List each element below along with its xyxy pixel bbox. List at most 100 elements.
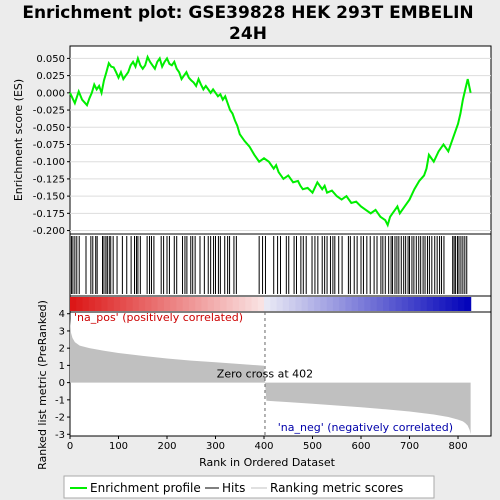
colorbar-segment [76, 297, 84, 311]
colorbar-segment [207, 297, 215, 311]
colorbar-segment [182, 297, 190, 311]
chart-title-line-2: 24H [229, 24, 267, 44]
colorbar-segment [433, 297, 440, 311]
hit-marks [70, 236, 468, 294]
colorbar-segment [345, 297, 353, 311]
colorbar-segment [270, 297, 278, 311]
colorbar-segment [170, 297, 178, 311]
x-axis-label: Rank in Ordered Dataset [199, 456, 336, 469]
colorbar-segment [82, 297, 90, 311]
es-y-tick-label: -0.050 [33, 123, 65, 134]
rank-colorbar [70, 297, 472, 311]
colorbar-segment [401, 297, 409, 311]
negative-correlation-label: 'na_neg' (negatively correlated) [278, 421, 453, 434]
colorbar-segment [357, 297, 365, 311]
colorbar-segment [408, 297, 415, 311]
colorbar-segment [195, 297, 203, 311]
colorbar-segment [439, 297, 447, 311]
es-y-tick-label: -0.200 [33, 226, 65, 237]
ranking-metric-fill [70, 318, 471, 435]
chart-title-line-1: Enrichment plot: GSE39828 HEK 293T EMBEL… [22, 3, 473, 23]
colorbar-segment [157, 297, 165, 311]
es-y-tick-label: -0.100 [33, 157, 65, 168]
colorbar-segment [107, 297, 115, 311]
colorbar-segment [145, 297, 152, 311]
colorbar-segment [382, 297, 390, 311]
colorbar-segment [138, 297, 146, 311]
colorbar-segment [370, 297, 378, 311]
colorbar-segment [464, 297, 472, 311]
colorbar-segment [213, 297, 221, 311]
es-grid [70, 57, 491, 232]
colorbar-segment [276, 297, 284, 311]
ranked-y-tick-label: 4 [59, 309, 65, 320]
es-panel [69, 45, 492, 235]
x-tick-label: 100 [109, 441, 128, 452]
colorbar-segment [445, 297, 453, 311]
ranked-y-tick-label: 0 [59, 378, 65, 389]
colorbar-segment [232, 297, 240, 311]
ranked-y-tick-label: -1 [55, 395, 65, 406]
colorbar-segment [339, 297, 347, 311]
ranked-y-axis-label: Ranked list metric (PreRanked) [36, 300, 49, 470]
legend-ranking-label: Ranking metric scores [270, 481, 403, 495]
es-y-axis-label: Enrichment score (ES) [12, 79, 25, 201]
enrichment-profile-path [69, 54, 472, 228]
colorbar-segment [132, 297, 140, 311]
colorbar-segment [420, 297, 428, 311]
x-tick-label: 600 [351, 441, 370, 452]
colorbar-segment [326, 297, 334, 311]
colorbar-segment [163, 297, 171, 311]
es-y-tick-label: 0.025 [36, 71, 65, 82]
x-tick-label: 800 [448, 441, 467, 452]
colorbar-segment [414, 297, 422, 311]
colorbar-segment [332, 297, 340, 311]
colorbar-segment [113, 297, 121, 311]
colorbar-segment [264, 297, 271, 311]
x-tick-label: 0 [67, 441, 73, 452]
es-y-tick-label: -0.175 [33, 209, 65, 220]
legend [63, 475, 435, 499]
colorbar-segment [301, 297, 309, 311]
colorbar-segment [289, 297, 296, 311]
colorbar-segment [126, 297, 134, 311]
colorbar-segment [389, 297, 397, 311]
es-y-tick-label: -0.025 [33, 106, 65, 117]
x-tick-label: 200 [157, 441, 176, 452]
colorbar-segment [151, 297, 159, 311]
x-tick-label: 700 [400, 441, 419, 452]
positive-correlation-label: 'na_pos' (positively correlated) [74, 311, 243, 324]
ranked-y-tick-label: -2 [55, 413, 65, 424]
colorbar-segment [314, 297, 321, 311]
colorbar-segment [88, 297, 96, 311]
colorbar-segment [426, 297, 434, 311]
colorbar-segment [257, 297, 265, 311]
x-tick-label: 300 [206, 441, 225, 452]
colorbar-segment [282, 297, 290, 311]
legend-hits-label: Hits [222, 481, 245, 495]
colorbar-segment [307, 297, 315, 311]
es-y-tick-label: -0.150 [33, 192, 65, 203]
ranked-y-tick-label: 3 [59, 326, 65, 337]
colorbar-segment [245, 297, 253, 311]
colorbar-segment [351, 297, 359, 311]
colorbar-segment [101, 297, 109, 311]
colorbar-segment [188, 297, 196, 311]
es-y-tick-label: -0.125 [33, 174, 65, 185]
enrichment-profile-line [69, 54, 472, 228]
ranked-x-axis: 0 100 200 300 400 500 600 700 800 [67, 436, 468, 452]
ranked-y-tick-label: 2 [59, 344, 65, 355]
colorbar-segment [120, 297, 127, 311]
colorbar-segment [239, 297, 246, 311]
zero-cross-label: Zero cross at 402 [217, 368, 313, 381]
colorbar-segment [395, 297, 403, 311]
x-tick-label: 500 [303, 441, 322, 452]
ranked-y-tick-label: 1 [59, 361, 65, 372]
es-y-tick-label: 0.050 [36, 54, 65, 65]
colorbar-segment [458, 297, 465, 311]
es-y-tick-label: 0.000 [36, 88, 65, 99]
colorbar-segment [364, 297, 372, 311]
ranked-y-axis: 4 3 2 1 0 -1 -2 -3 [55, 309, 70, 441]
